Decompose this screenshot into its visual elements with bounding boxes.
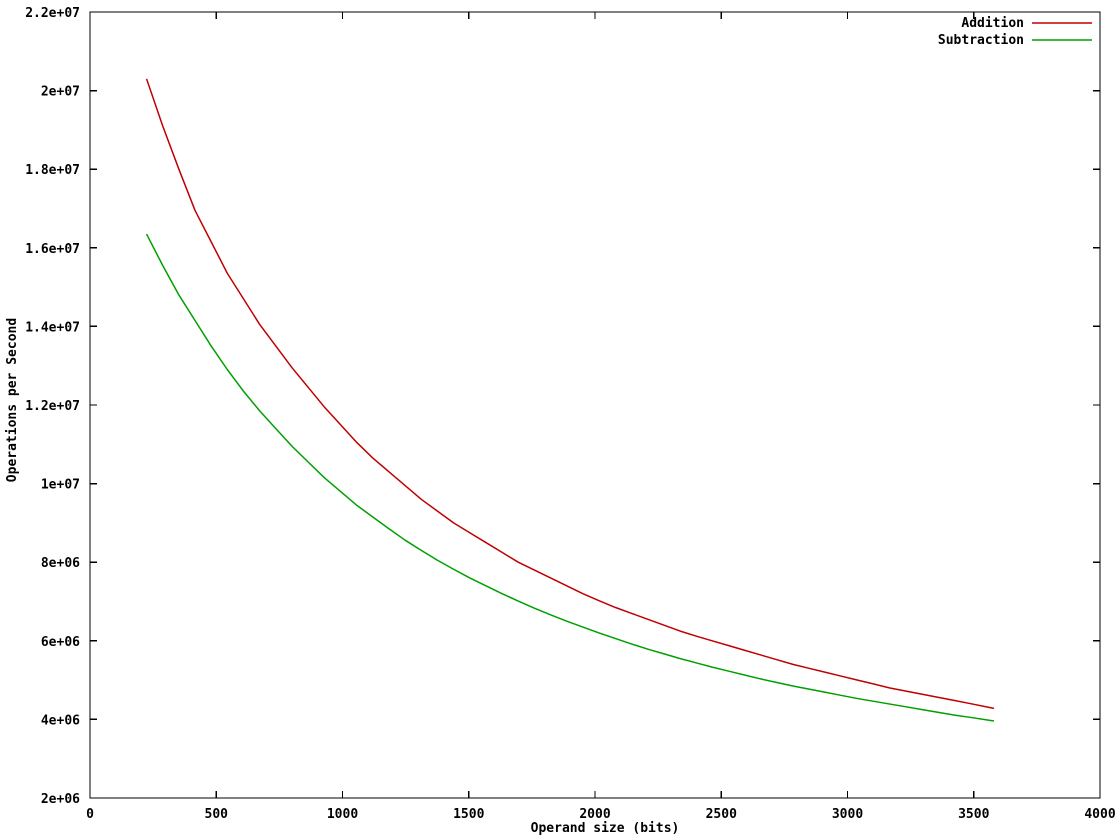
x-axis-ticks: 0 500 1000 1500 2000 2500 3000 3500 4000 [86, 12, 1116, 822]
x-tick-label: 1000 [327, 807, 358, 822]
x-tick-label: 4000 [1084, 807, 1115, 822]
legend-label-addition: Addition [961, 16, 1024, 31]
x-tick-label: 0 [86, 807, 94, 822]
y-tick-label: 2e+06 [41, 792, 80, 807]
y-tick-label: 6e+06 [41, 635, 80, 650]
x-tick-label: 1500 [453, 807, 484, 822]
x-tick-label: 3500 [958, 807, 989, 822]
chart-legend: Addition Subtraction [938, 16, 1092, 48]
x-tick-label: 2000 [579, 807, 610, 822]
y-tick-label: 1.8e+07 [25, 163, 80, 178]
x-tick-label: 2500 [706, 807, 737, 822]
y-tick-label: 1.6e+07 [25, 242, 80, 257]
series-lines [145, 78, 995, 722]
y-axis-label: Operations per Second [5, 318, 20, 482]
y-tick-label: 2.2e+07 [25, 6, 80, 21]
y-tick-label: 8e+06 [41, 556, 80, 571]
y-tick-label: 1e+07 [41, 478, 80, 493]
x-axis-label: Operand size (bits) [531, 821, 680, 836]
y-tick-label: 2e+07 [41, 85, 80, 100]
series-line-addition [145, 78, 995, 710]
legend-label-subtraction: Subtraction [938, 33, 1024, 48]
series-line-subtraction [145, 233, 995, 722]
y-tick-label: 1.4e+07 [25, 320, 80, 335]
x-tick-label: 500 [205, 807, 229, 822]
y-tick-label: 1.2e+07 [25, 399, 80, 414]
y-axis-ticks: 2e+06 4e+06 6e+06 8e+06 1e+07 1.2e+07 1.4e+07 1… [25, 6, 1100, 807]
x-tick-label: 3000 [832, 807, 863, 822]
y-tick-label: 4e+06 [41, 713, 80, 728]
